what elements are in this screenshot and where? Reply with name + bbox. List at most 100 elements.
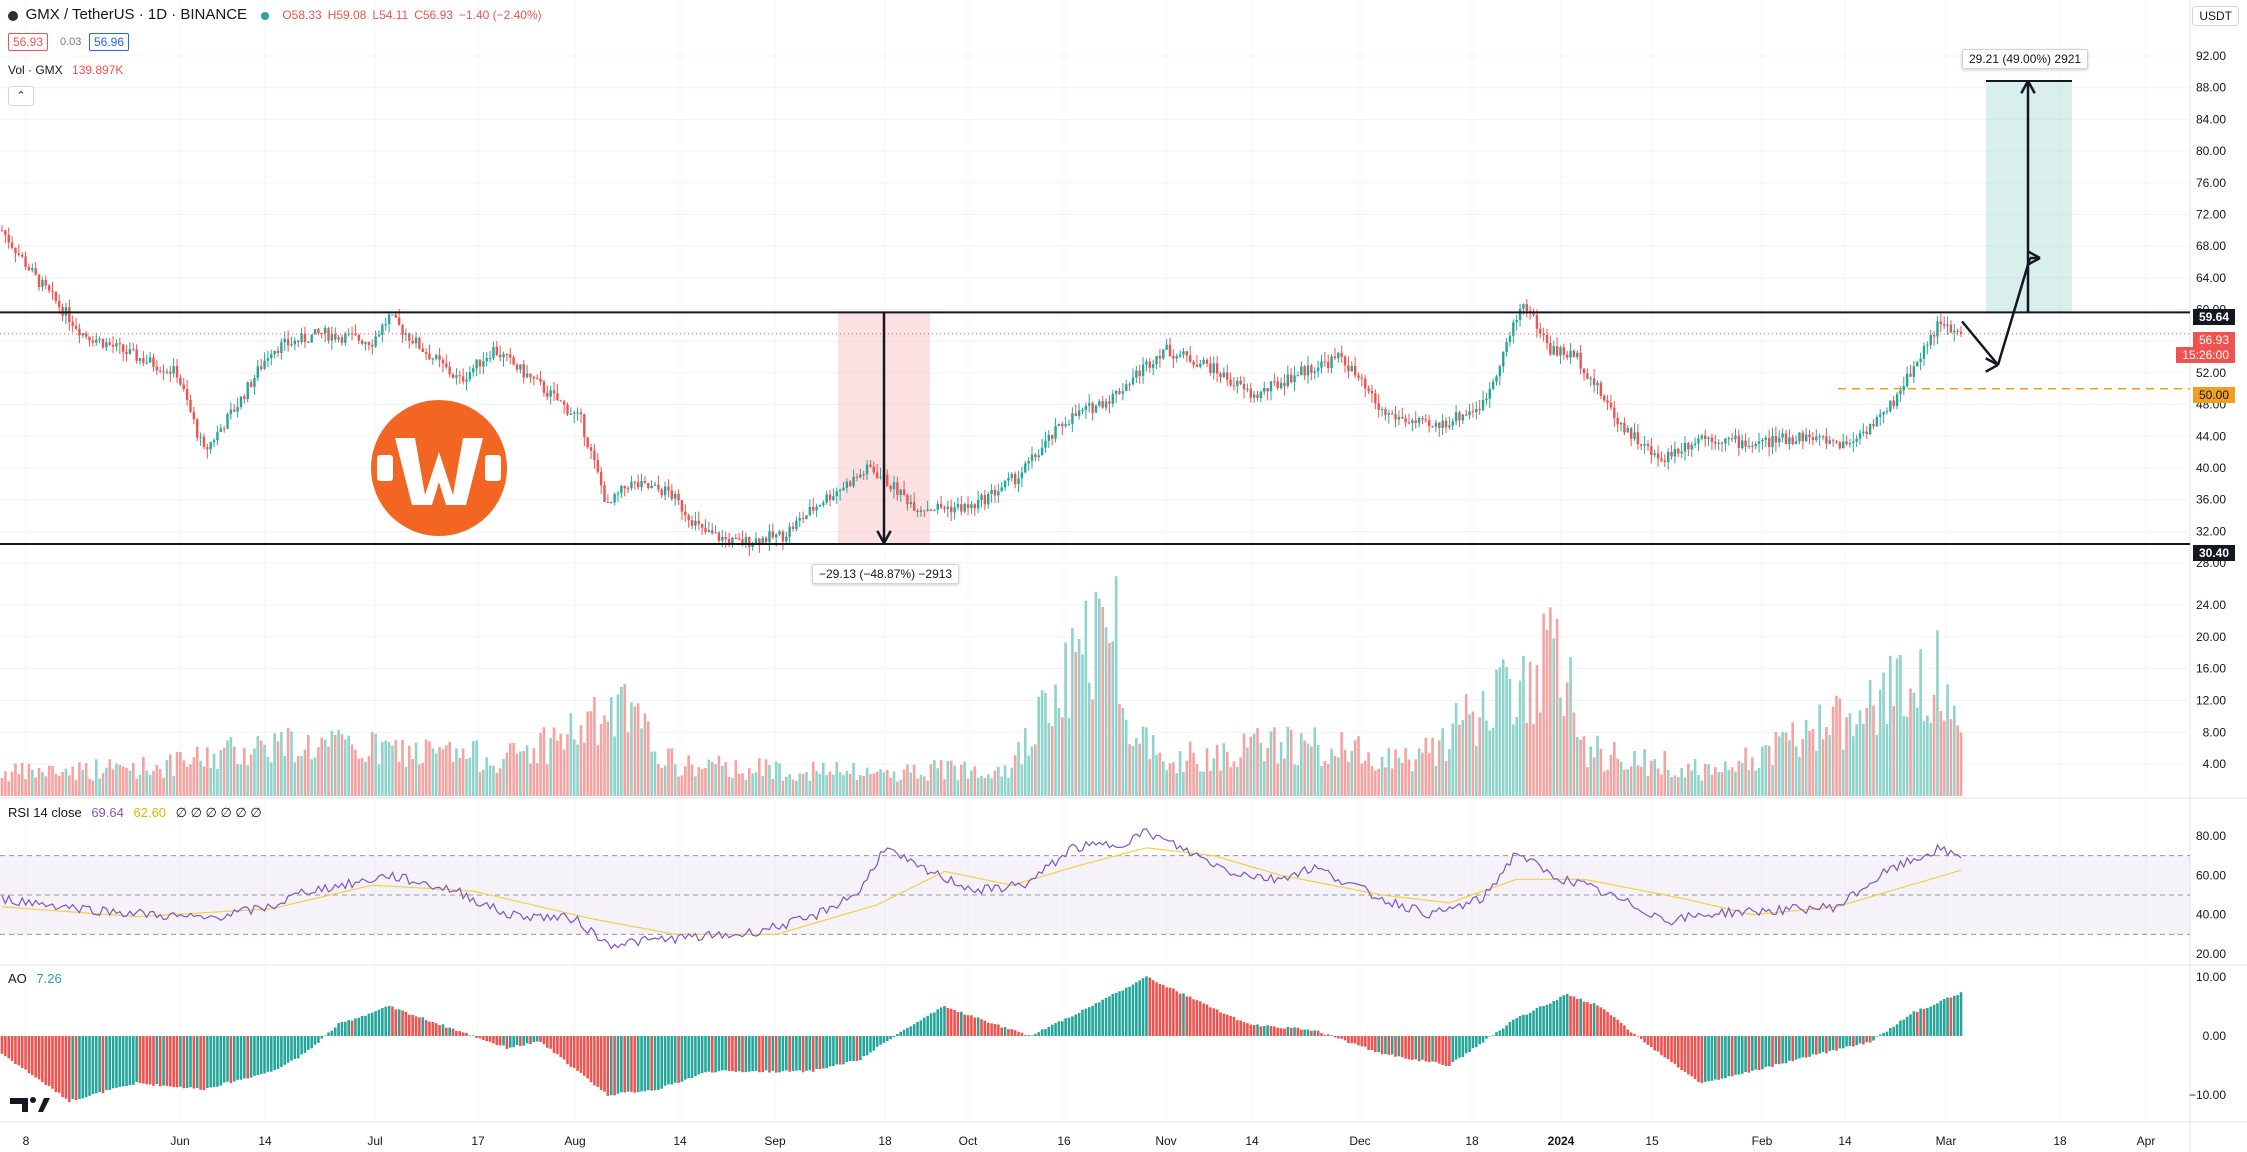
candle-body bbox=[1542, 333, 1545, 336]
candle-body bbox=[1693, 443, 1697, 445]
ao-bar bbox=[1091, 1005, 1094, 1036]
candle-body bbox=[1074, 413, 1077, 416]
ao-label[interactable]: AO bbox=[8, 971, 27, 986]
time-tick-label: 14 bbox=[673, 1134, 687, 1148]
bar-countdown: 15:26:00 bbox=[2176, 347, 2235, 363]
candle-body bbox=[1020, 472, 1024, 479]
candle-body bbox=[1838, 442, 1842, 449]
candle-body bbox=[502, 354, 505, 358]
volume-bar bbox=[966, 778, 970, 796]
candle-body bbox=[623, 485, 626, 489]
candle-body bbox=[909, 502, 913, 505]
candle-body bbox=[1677, 448, 1680, 454]
volume-bar bbox=[1902, 716, 1906, 796]
ao-bar bbox=[1609, 1015, 1613, 1036]
volume-bar bbox=[1703, 763, 1707, 796]
candle-body bbox=[276, 350, 280, 353]
candle-body bbox=[1640, 444, 1643, 446]
ao-bar bbox=[774, 1036, 778, 1073]
candle-body bbox=[1111, 393, 1114, 404]
candle-body bbox=[1141, 364, 1145, 377]
candle-body bbox=[1088, 403, 1091, 406]
candle-body bbox=[249, 382, 253, 387]
candle-body bbox=[1178, 354, 1182, 357]
measure-up-label[interactable]: 29.21 (49.00%) 2921 bbox=[1962, 49, 2089, 69]
volume-bar bbox=[1562, 715, 1566, 796]
ao-bar bbox=[1118, 991, 1121, 1036]
candle-body bbox=[539, 378, 542, 382]
ao-bar bbox=[1835, 1036, 1838, 1051]
ao-bar bbox=[1892, 1026, 1895, 1036]
projection-arrows[interactable] bbox=[876, 79, 2072, 544]
volume-legend: Vol · GMX 139.897K bbox=[8, 63, 123, 77]
ao-bar bbox=[1653, 1036, 1657, 1051]
ao-bar bbox=[1074, 1014, 1078, 1036]
volume-bar bbox=[1821, 739, 1825, 796]
time-tick-label: 14 bbox=[258, 1134, 272, 1148]
ao-bar bbox=[1845, 1036, 1848, 1047]
volume-bar bbox=[1330, 748, 1333, 796]
volume-bar bbox=[283, 755, 287, 796]
volume-bar bbox=[623, 684, 627, 796]
candle-body bbox=[1636, 432, 1640, 445]
candle-body bbox=[125, 351, 128, 354]
ao-bar bbox=[795, 1036, 798, 1071]
ao-bar bbox=[327, 1032, 330, 1036]
rsi-label[interactable]: RSI 14 close bbox=[8, 805, 82, 820]
candle-body bbox=[1289, 374, 1293, 383]
candle-body bbox=[1842, 441, 1845, 449]
candle-body bbox=[256, 366, 260, 378]
candle-body bbox=[559, 400, 562, 402]
volume-bar bbox=[737, 773, 741, 796]
candle-body bbox=[680, 500, 684, 512]
currency-selector[interactable]: USDT bbox=[2192, 6, 2239, 26]
candle-body bbox=[465, 379, 468, 382]
bid-button[interactable]: 56.93 bbox=[8, 33, 49, 51]
ao-bar bbox=[1932, 1004, 1936, 1036]
volume-bar bbox=[906, 764, 909, 796]
candle-body bbox=[643, 480, 647, 483]
volume-bar bbox=[391, 745, 394, 796]
volume-bar bbox=[1666, 770, 1670, 796]
ao-bar bbox=[286, 1036, 290, 1063]
volume-bar bbox=[1161, 761, 1165, 796]
candle-body bbox=[498, 354, 502, 358]
candle-body bbox=[1656, 453, 1660, 459]
ao-bar bbox=[1781, 1036, 1784, 1064]
volume-bar bbox=[724, 762, 727, 796]
volume-bar bbox=[660, 768, 664, 796]
candle-body bbox=[1902, 386, 1905, 391]
volume-bar bbox=[646, 721, 650, 796]
volume-bar bbox=[1838, 698, 1842, 796]
candle-body bbox=[1259, 391, 1263, 399]
horizontal-levels[interactable] bbox=[0, 311, 2190, 545]
ask-button[interactable]: 56.96 bbox=[89, 33, 130, 51]
symbol-title[interactable]: GMX / TetherUS · 1D · BINANCE bbox=[25, 6, 248, 23]
candle-body bbox=[1313, 371, 1316, 373]
candle-body bbox=[1061, 424, 1064, 426]
ao-bar bbox=[414, 1016, 418, 1036]
measure-down-label[interactable]: −29.13 (−48.87%) −2913 bbox=[812, 564, 960, 584]
ao-bar bbox=[569, 1036, 573, 1067]
ao-bar bbox=[125, 1036, 128, 1086]
volume-bar bbox=[1858, 710, 1862, 796]
ao-bar bbox=[1340, 1036, 1343, 1039]
candle-body bbox=[98, 338, 101, 340]
volume-bar bbox=[616, 694, 620, 796]
ao-bar bbox=[397, 1009, 401, 1036]
volume-bar bbox=[1256, 727, 1259, 796]
candle-body bbox=[1263, 388, 1266, 392]
volume-bar bbox=[1767, 745, 1771, 796]
volume-bar bbox=[407, 745, 411, 796]
collapse-legend-button[interactable]: ⌃ bbox=[8, 86, 34, 106]
tv-logo-slash bbox=[38, 1098, 50, 1112]
ao-bar bbox=[778, 1036, 781, 1073]
candle-body bbox=[1034, 454, 1037, 458]
volume-bar bbox=[1872, 705, 1875, 796]
volume-bar bbox=[1727, 769, 1731, 796]
volume-bar bbox=[1464, 694, 1468, 796]
candle-body bbox=[700, 523, 704, 528]
ao-bar bbox=[855, 1036, 859, 1061]
volume-bar bbox=[535, 763, 539, 796]
